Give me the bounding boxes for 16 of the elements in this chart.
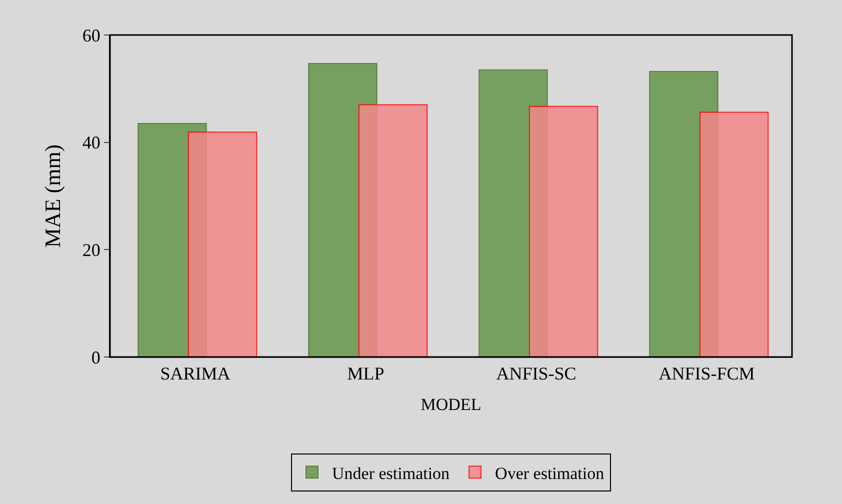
bar bbox=[699, 112, 769, 357]
y-tick-label: 0 bbox=[91, 347, 100, 368]
x-tick-label: SARIMA bbox=[160, 364, 230, 384]
legend-label: Over estimation bbox=[495, 464, 605, 483]
x-axis-title: MODEL bbox=[420, 395, 482, 414]
bar bbox=[188, 132, 258, 357]
y-tick-label: 20 bbox=[82, 240, 100, 260]
y-axis-title: MAE (mm) bbox=[40, 144, 66, 248]
y-tick-label: 40 bbox=[82, 132, 100, 153]
bar bbox=[358, 104, 428, 357]
legend-label: Under estimation bbox=[332, 464, 450, 483]
bar bbox=[528, 106, 598, 357]
y-tick-label: 60 bbox=[82, 25, 100, 46]
x-tick-label: MLP bbox=[347, 364, 384, 384]
x-tick-label: ANFIS-FCM bbox=[658, 364, 755, 384]
x-tick-label: ANFIS-SC bbox=[496, 364, 576, 384]
